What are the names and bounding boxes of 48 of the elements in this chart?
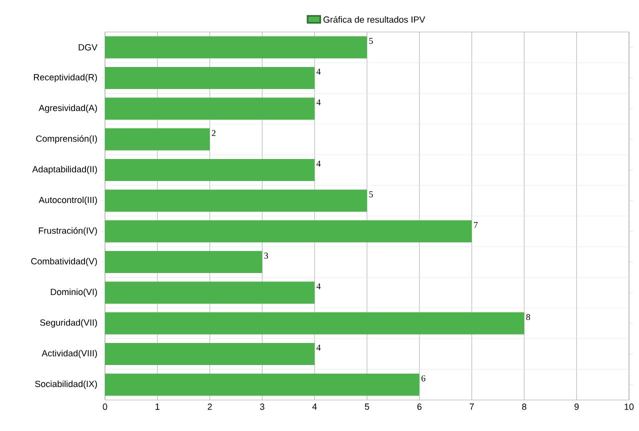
data-label: 3 <box>264 252 268 259</box>
x-tick-label: 10 <box>624 404 634 410</box>
bar <box>105 312 524 334</box>
data-label: 7 <box>474 222 478 228</box>
data-label: 6 <box>421 375 426 382</box>
y-tick-label: Frustración(IV) <box>38 227 97 236</box>
x-tick-label: 4 <box>312 404 317 410</box>
x-tick-label: 1 <box>156 404 160 410</box>
data-label: 4 <box>316 344 321 351</box>
x-tick-label: 3 <box>260 404 264 410</box>
y-tick-label: Agresividad(A) <box>38 104 97 113</box>
bar <box>105 250 262 274</box>
x-tick-label: 2 <box>208 404 212 410</box>
bar <box>105 128 210 150</box>
y-tick-label: Sociabilidad(IX) <box>35 380 97 389</box>
x-tick-label: 8 <box>522 404 526 410</box>
data-label: 4 <box>316 99 321 106</box>
data-label: 2 <box>212 130 216 136</box>
bar <box>105 158 315 182</box>
x-tick-label: 7 <box>470 404 474 410</box>
data-label: 5 <box>369 38 373 44</box>
x-tick-label: 5 <box>364 404 370 410</box>
bar <box>105 374 420 396</box>
bar <box>105 282 315 304</box>
bar <box>105 220 472 242</box>
x-tick-label: 0 <box>102 404 108 410</box>
y-tick-label: Comprensión(I) <box>36 135 97 144</box>
bar <box>105 36 368 58</box>
legend-label: Gráfica de resultados IPV <box>323 16 426 23</box>
data-label: 8 <box>526 314 530 320</box>
bar <box>105 342 315 366</box>
y-tick-label: DGV <box>78 44 98 51</box>
y-tick-label: Receptividad(R) <box>34 74 97 82</box>
data-label: 4 <box>316 68 321 75</box>
bar <box>105 190 368 212</box>
x-tick-label: 6 <box>417 404 422 410</box>
y-tick-label: Adaptabilidad(II) <box>32 166 97 174</box>
data-label: 4 <box>316 283 321 290</box>
bar <box>105 66 315 90</box>
y-tick-label: Dominio(VI) <box>50 288 97 297</box>
x-tick-label: 9 <box>574 404 579 410</box>
data-label: 4 <box>316 160 321 167</box>
y-tick-label: Seguridad(VII) <box>40 319 97 328</box>
data-label: 5 <box>369 191 373 198</box>
y-tick-label: Autocontrol(III) <box>38 196 97 205</box>
y-tick-label: Combatividad(V) <box>31 258 97 266</box>
bar <box>105 98 315 120</box>
y-tick-label: Actividad(VIII) <box>42 350 97 358</box>
